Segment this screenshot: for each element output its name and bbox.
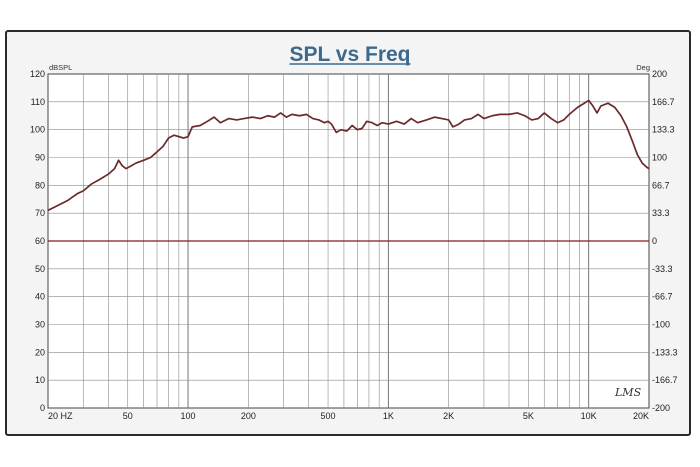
x-tick-label: 2K <box>443 411 454 421</box>
y-tick-label: 70 <box>35 208 45 218</box>
tick-labels: 0 10 20 30 40 50 60 70 80 90 100 110 120 -200 -166.7 -1… <box>30 69 678 421</box>
y-tick-label: 90 <box>35 153 45 163</box>
left-unit-label: dBSPL <box>49 63 72 72</box>
lms-logo: LMS <box>614 386 642 399</box>
x-tick-label: 50 <box>123 411 133 421</box>
y-tick-label: 110 <box>31 97 45 107</box>
x-tick-label: 1K <box>383 411 394 421</box>
y2-tick-label: -100 <box>652 320 670 330</box>
y2-tick-label: 33.3 <box>652 208 670 218</box>
y2-tick-label: -33.3 <box>652 264 673 274</box>
y-tick-label: 100 <box>30 125 45 135</box>
x-tick-label: 10K <box>581 411 597 421</box>
x-tick-label: 500 <box>321 411 336 421</box>
y2-tick-label: -133.3 <box>652 347 678 357</box>
y2-tick-label: -200 <box>652 403 670 413</box>
y-tick-label: 20 <box>35 347 45 357</box>
y2-tick-label: 0 <box>652 236 657 246</box>
x-tick-label: 5K <box>523 411 534 421</box>
y2-tick-label: 133.3 <box>652 125 675 135</box>
x-tick-label: 200 <box>241 411 256 421</box>
y-tick-label: 120 <box>30 69 45 79</box>
y2-tick-label: 100 <box>652 153 667 163</box>
y-tick-label: 10 <box>35 375 45 385</box>
y2-tick-label: 66.7 <box>652 180 670 190</box>
spl-curve <box>47 99 650 212</box>
series-layer <box>47 99 650 242</box>
y2-tick-label: 166.7 <box>652 97 675 107</box>
chart-title: SPL vs Freq <box>290 43 411 66</box>
y2-tick-label: 200 <box>652 69 667 79</box>
x-tick-label: 100 <box>181 411 196 421</box>
x-tick-label: 20 HZ <box>48 411 73 421</box>
y-tick-label: 30 <box>35 320 45 330</box>
y2-tick-label: -66.7 <box>652 292 673 302</box>
right-unit-label: Deg <box>636 63 650 72</box>
y-tick-label: 40 <box>35 292 45 302</box>
y2-tick-label: -166.7 <box>652 375 678 385</box>
x-tick-label: 20K <box>633 411 649 421</box>
y-tick-label: 60 <box>35 236 45 246</box>
y-tick-label: 80 <box>35 180 45 190</box>
y-tick-label: 0 <box>40 403 45 413</box>
y-tick-label: 50 <box>35 264 45 274</box>
